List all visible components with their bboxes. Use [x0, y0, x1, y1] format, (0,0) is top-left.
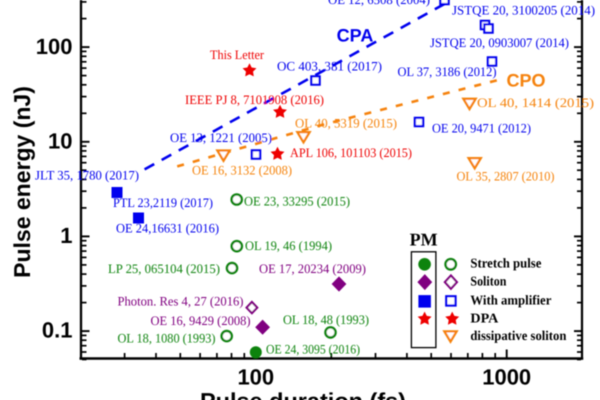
svg-text:JLT 35, 1780 (2017): JLT 35, 1780 (2017)	[35, 168, 139, 183]
svg-text:IEEE PJ 8, 7101908 (2016): IEEE PJ 8, 7101908 (2016)	[185, 92, 324, 107]
svg-text:OE 23, 33295 (2015): OE 23, 33295 (2015)	[244, 194, 350, 209]
svg-text:OE 24,16631 (2016): OE 24,16631 (2016)	[116, 221, 219, 236]
svg-text:PM: PM	[410, 230, 438, 250]
svg-text:This Letter: This Letter	[210, 47, 265, 62]
svg-text:0.1: 0.1	[42, 317, 73, 342]
svg-text:OL 40, 1414 (2015): OL 40, 1414 (2015)	[477, 95, 594, 110]
svg-text:OL 18, 1080 (1993): OL 18, 1080 (1993)	[118, 331, 216, 346]
svg-text:1000: 1000	[482, 365, 531, 390]
svg-text:OL 19, 46 (1994): OL 19, 46 (1994)	[245, 238, 332, 253]
svg-text:OE 24, 3095 (2016): OE 24, 3095 (2016)	[266, 342, 360, 357]
svg-text:10: 10	[48, 129, 72, 154]
svg-text:Pulse energy (nJ): Pulse energy (nJ)	[9, 86, 35, 278]
svg-text:LP 25, 065104 (2015): LP 25, 065104 (2015)	[108, 261, 220, 276]
svg-text:OL 35, 2807 (2010): OL 35, 2807 (2010)	[457, 169, 555, 184]
svg-text:CPA: CPA	[337, 26, 374, 46]
svg-text:dissipative soliton: dissipative soliton	[470, 328, 566, 343]
svg-text:1: 1	[60, 223, 72, 248]
svg-text:Pulse duration (fs): Pulse duration (fs)	[200, 388, 406, 400]
svg-text:APL 106, 101103 (2015): APL 106, 101103 (2015)	[290, 145, 412, 160]
svg-text:CPO: CPO	[506, 71, 545, 91]
svg-text:OE 16, 9429 (2008): OE 16, 9429 (2008)	[151, 313, 251, 328]
svg-text:OL 18, 48 (1993): OL 18, 48 (1993)	[283, 312, 369, 327]
svg-text:OL 37, 3186 (2012): OL 37, 3186 (2012)	[398, 64, 497, 79]
svg-text:100: 100	[237, 365, 274, 390]
svg-text:JSTQE 20, 3100205 (2014): JSTQE 20, 3100205 (2014)	[452, 3, 595, 18]
svg-text:DPA: DPA	[470, 310, 498, 325]
svg-text:OC 403, 381 (2017): OC 403, 381 (2017)	[277, 59, 382, 74]
svg-text:With amplifier: With amplifier	[470, 293, 551, 308]
svg-text:PTL 23,2119 (2017): PTL 23,2119 (2017)	[113, 195, 213, 210]
svg-text:OE 16, 3132 (2008): OE 16, 3132 (2008)	[192, 163, 292, 178]
svg-text:Stretch pulse: Stretch pulse	[470, 255, 541, 270]
svg-text:JSTQE 20, 0903007 (2014): JSTQE 20, 0903007 (2014)	[430, 35, 569, 50]
svg-text:100: 100	[36, 34, 73, 59]
svg-text:OL 40, 5319 (2015): OL 40, 5319 (2015)	[295, 116, 397, 131]
svg-text:OE 12, 6508 (2004): OE 12, 6508 (2004)	[328, 0, 430, 7]
svg-text:Soliton: Soliton	[470, 274, 506, 289]
svg-text:OE 17, 20234 (2009): OE 17, 20234 (2009)	[259, 261, 366, 276]
svg-text:OE 13, 1221 (2005): OE 13, 1221 (2005)	[170, 130, 272, 145]
svg-text:Photon. Res 4, 27 (2016): Photon. Res 4, 27 (2016)	[118, 294, 244, 309]
svg-text:OE 20, 9471 (2012): OE 20, 9471 (2012)	[432, 121, 531, 136]
